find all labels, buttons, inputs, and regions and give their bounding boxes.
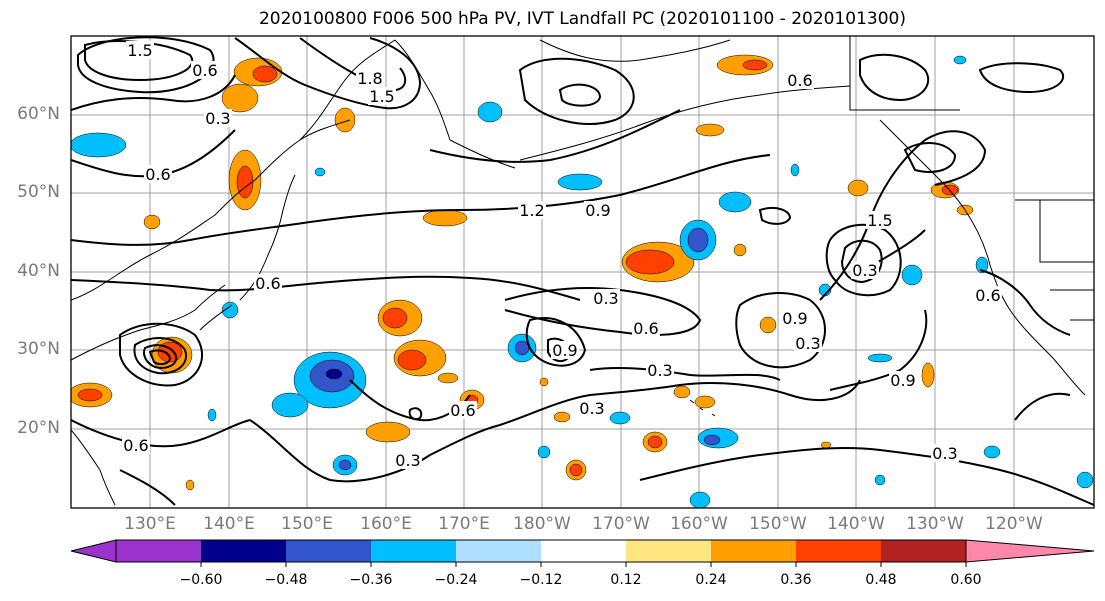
contour-label: 0.3 (852, 261, 877, 280)
lat-label: 20°N (17, 418, 60, 438)
contour-label-bg (851, 261, 879, 279)
contour-label: 0.6 (145, 165, 170, 184)
contour-label: 0.6 (123, 436, 148, 455)
contour-label-bg (551, 341, 579, 359)
map-title: 2020100800 F006 500 hPa PV, IVT Landfall… (258, 9, 906, 29)
contour-label: 1.5 (369, 87, 394, 106)
contour-label: 0.6 (255, 274, 280, 293)
lon-label: 140°E (203, 514, 255, 534)
contour-label-bg (126, 41, 154, 59)
colorbar-tick-label: 0.12 (610, 572, 642, 588)
lon-label: 150°W (749, 514, 807, 534)
colorbar-tick-label: 0.24 (695, 572, 727, 588)
contour-label-bg (449, 401, 477, 419)
contour-label: 0.3 (647, 361, 672, 380)
contour-label-bg (578, 399, 606, 417)
colorbar-tick-label: −0.48 (264, 572, 308, 588)
lon-label: 160°W (670, 514, 728, 534)
colorbar-segment (796, 540, 881, 562)
contour-label: 0.6 (633, 319, 658, 338)
colorbar (70, 539, 1095, 567)
contour-label-bg (394, 451, 422, 469)
contour-label-bg (191, 61, 219, 79)
contour-label: 0.9 (782, 309, 807, 328)
colorbar-tick-label: −0.60 (179, 572, 223, 588)
contour-label: 0.3 (579, 399, 604, 418)
contour-label: 0.9 (552, 341, 577, 360)
contour-label-bg (584, 201, 612, 219)
lon-label: 130°W (906, 514, 964, 534)
contour-label: 1.2 (519, 201, 544, 220)
contour-label: 0.3 (395, 451, 420, 470)
lon-label: 170°W (592, 514, 650, 534)
contour-label: 0.9 (890, 371, 915, 390)
contour-label-bg (646, 361, 674, 379)
colorbar-segment (711, 540, 796, 562)
colorbar-segment (371, 540, 456, 562)
colorbar-segment (541, 540, 626, 562)
lon-label: 130°E (124, 514, 176, 534)
colorbar-tick-label: −0.24 (434, 572, 478, 588)
contour-label-bg (254, 274, 282, 292)
contour-label: 0.3 (795, 334, 820, 353)
contour-label: 0.6 (787, 71, 812, 90)
contour-label: 1.5 (867, 211, 892, 230)
colorbar-segment (626, 540, 711, 562)
lon-label: 140°W (827, 514, 885, 534)
contour-label-bg (781, 309, 809, 327)
lon-label: 170°E (438, 514, 490, 534)
colorbar-tick-label: 0.36 (780, 572, 812, 588)
contour-label-bg (889, 371, 917, 389)
contour-label-bg (368, 87, 396, 105)
contour-label-bg (786, 71, 814, 89)
lon-label: 160°E (360, 514, 412, 534)
colorbar-arrow-high (965, 539, 1095, 563)
contour-label-bg (122, 436, 150, 454)
lon-label: 120°W (985, 514, 1043, 534)
contour-label-bg (204, 109, 232, 127)
contour-label: 0.6 (450, 401, 475, 420)
contour-label-bg (931, 444, 959, 462)
colorbar-tick-label: −0.12 (519, 572, 563, 588)
lat-label: 30°N (17, 339, 60, 359)
contour-label-bg (144, 165, 172, 183)
colorbar-tick-label: 0.60 (950, 572, 982, 588)
contour-label-bg (866, 211, 894, 229)
colorbar-tick-label: −0.36 (349, 572, 393, 588)
colorbar-arrow-low (70, 539, 117, 563)
contour-label: 1.5 (127, 41, 152, 60)
lat-label: 60°N (17, 104, 60, 124)
contour-label-bg (592, 289, 620, 307)
coastlines (71, 36, 1094, 506)
contour-label: 1.8 (357, 69, 382, 88)
colorbar-segment (116, 540, 201, 562)
map-border (70, 35, 1095, 509)
contour-label: 0.3 (205, 109, 230, 128)
contour-label-bg (974, 286, 1002, 304)
contour-label-bg (518, 201, 546, 219)
contour-label: 0.9 (585, 201, 610, 220)
contour-label: 0.3 (593, 289, 618, 308)
contour-label-bg (632, 319, 660, 337)
contour-labels: 1.51.81.50.60.30.61.2 0.90.60.30.60.90.30… (122, 41, 1002, 470)
contour-label: 0.6 (192, 61, 217, 80)
contour-label: 0.3 (932, 444, 957, 463)
lat-label: 50°N (17, 182, 60, 202)
lon-label: 180°W (513, 514, 571, 534)
contour-label: 0.6 (975, 286, 1000, 305)
colorbar-segment (286, 540, 371, 562)
contour-label-bg (356, 69, 384, 87)
colorbar-segment (456, 540, 541, 562)
contour-label-bg (794, 334, 822, 352)
colorbar-segment (881, 540, 966, 562)
lat-label: 40°N (17, 261, 60, 281)
colorbar-tick-label: 0.48 (865, 572, 897, 588)
lon-label: 150°E (281, 514, 333, 534)
colorbar-segment (201, 540, 286, 562)
ivt-shading (71, 54, 1094, 508)
